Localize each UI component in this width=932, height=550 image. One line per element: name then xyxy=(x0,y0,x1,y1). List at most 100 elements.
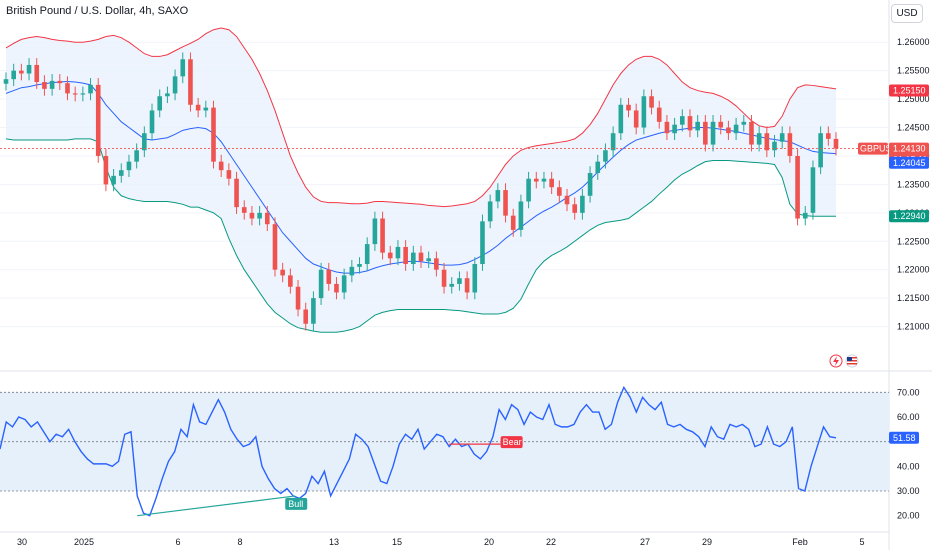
candle-body xyxy=(118,170,124,176)
price-tick-label: 1.26000 xyxy=(897,37,930,47)
basis-tag-bg xyxy=(889,156,929,169)
candle-body xyxy=(188,59,193,105)
candle-body xyxy=(595,161,601,174)
candle-body xyxy=(749,121,754,145)
candle-body xyxy=(787,133,793,156)
currency-button[interactable]: USD xyxy=(891,4,923,23)
candle-body xyxy=(257,212,262,219)
candle-body xyxy=(19,70,24,74)
time-tick-label: 22 xyxy=(546,537,556,547)
candle-body xyxy=(641,96,647,128)
candle-body xyxy=(756,133,762,145)
candle-body xyxy=(441,269,447,287)
candle-body xyxy=(695,121,700,131)
time-tick-label: 20 xyxy=(484,537,494,547)
price-tags: 1.25150GBPUSD1.2413001:15:111.240451.229… xyxy=(858,84,929,444)
rsi-tick-label: 60.00 xyxy=(897,412,920,422)
candle-body xyxy=(726,127,731,134)
candle-body xyxy=(833,138,839,149)
candle-body xyxy=(764,133,770,151)
candle-body xyxy=(3,79,9,84)
candle-body xyxy=(280,269,285,276)
candle-body xyxy=(311,298,316,324)
bollinger-upper-line xyxy=(5,27,837,208)
bull-divergence-line xyxy=(137,495,296,517)
time-tick-label: 30 xyxy=(17,537,27,547)
time-tick-label: 5 xyxy=(859,537,864,547)
price-tick-label: 1.23500 xyxy=(897,179,930,189)
chart-title: British Pound / U.S. Dollar, 4h, SAXO xyxy=(6,5,189,17)
candle-body xyxy=(318,269,324,299)
candle-body xyxy=(264,212,270,225)
candle-body xyxy=(372,218,378,245)
bull-tag-bg[interactable] xyxy=(285,497,308,510)
candle-body xyxy=(518,201,524,230)
bollinger-lower-line xyxy=(5,138,836,333)
price-tick-label: 1.24500 xyxy=(897,123,930,133)
candle-body xyxy=(241,207,247,213)
candle-body xyxy=(710,121,716,145)
candle-body xyxy=(434,258,439,270)
price-tick-label: 1.21500 xyxy=(897,293,930,303)
current-price-tag: 1.24130 xyxy=(893,144,926,154)
symbol-tag: GBPUSD xyxy=(860,144,899,154)
candle-body xyxy=(480,221,485,265)
symbol-tag-bg xyxy=(858,142,888,155)
candle-body xyxy=(326,269,332,284)
candle-body xyxy=(303,309,309,324)
candle-body xyxy=(26,64,32,74)
candle-body xyxy=(779,133,785,142)
rsi-current-tag: 51.58 xyxy=(893,433,916,443)
price-pane xyxy=(0,27,889,333)
candle-body xyxy=(380,218,385,253)
rsi-tick-label: 70.00 xyxy=(897,387,920,397)
candle-body xyxy=(802,212,808,219)
candle-body xyxy=(772,141,777,151)
candle-body xyxy=(795,155,800,219)
candle-body xyxy=(557,187,562,196)
bear-tag-bg[interactable] xyxy=(500,436,523,449)
candle-body xyxy=(218,161,224,171)
candle-body xyxy=(349,266,355,276)
candle-body xyxy=(142,133,147,151)
candle-body xyxy=(226,170,232,179)
candle-body xyxy=(395,246,401,259)
candle-body xyxy=(11,70,16,80)
candle-body xyxy=(510,215,516,230)
candle-body xyxy=(211,107,216,162)
candle-body xyxy=(541,178,547,182)
candle-body xyxy=(295,286,301,310)
candle-body xyxy=(564,195,570,205)
lower-band-tag: 1.22940 xyxy=(893,211,926,221)
candle-body xyxy=(656,107,662,122)
candle-body xyxy=(387,252,393,259)
us-flag-canton xyxy=(847,357,852,361)
candle-body xyxy=(533,178,539,182)
candle-body xyxy=(172,76,178,94)
candle-body xyxy=(549,178,554,188)
price-tick-label: 1.21000 xyxy=(897,322,930,332)
bull-tag: Bull xyxy=(288,499,303,509)
candle-body xyxy=(418,252,424,262)
candle-body xyxy=(34,64,40,83)
rsi-tick-label: 40.00 xyxy=(897,461,920,471)
price-tick-label: 1.22500 xyxy=(897,236,930,246)
basis-tag: 1.24045 xyxy=(893,158,926,168)
rsi-line xyxy=(0,385,837,517)
candle-body xyxy=(610,133,616,151)
candle-body xyxy=(149,110,155,134)
candle-body xyxy=(526,178,531,202)
price-tick-label: 1.25000 xyxy=(897,94,930,104)
upper-band-tag: 1.25150 xyxy=(893,86,926,96)
candle-body xyxy=(618,104,624,134)
candle-body xyxy=(134,150,139,162)
candle-body xyxy=(664,121,670,134)
candle-body xyxy=(487,201,493,222)
us-flag-stripe xyxy=(847,363,857,365)
candle-body xyxy=(72,93,78,95)
lower-band-tag-bg xyxy=(889,210,929,223)
candle-body xyxy=(80,93,86,95)
candle-body xyxy=(126,161,132,171)
candle-body xyxy=(203,107,209,111)
